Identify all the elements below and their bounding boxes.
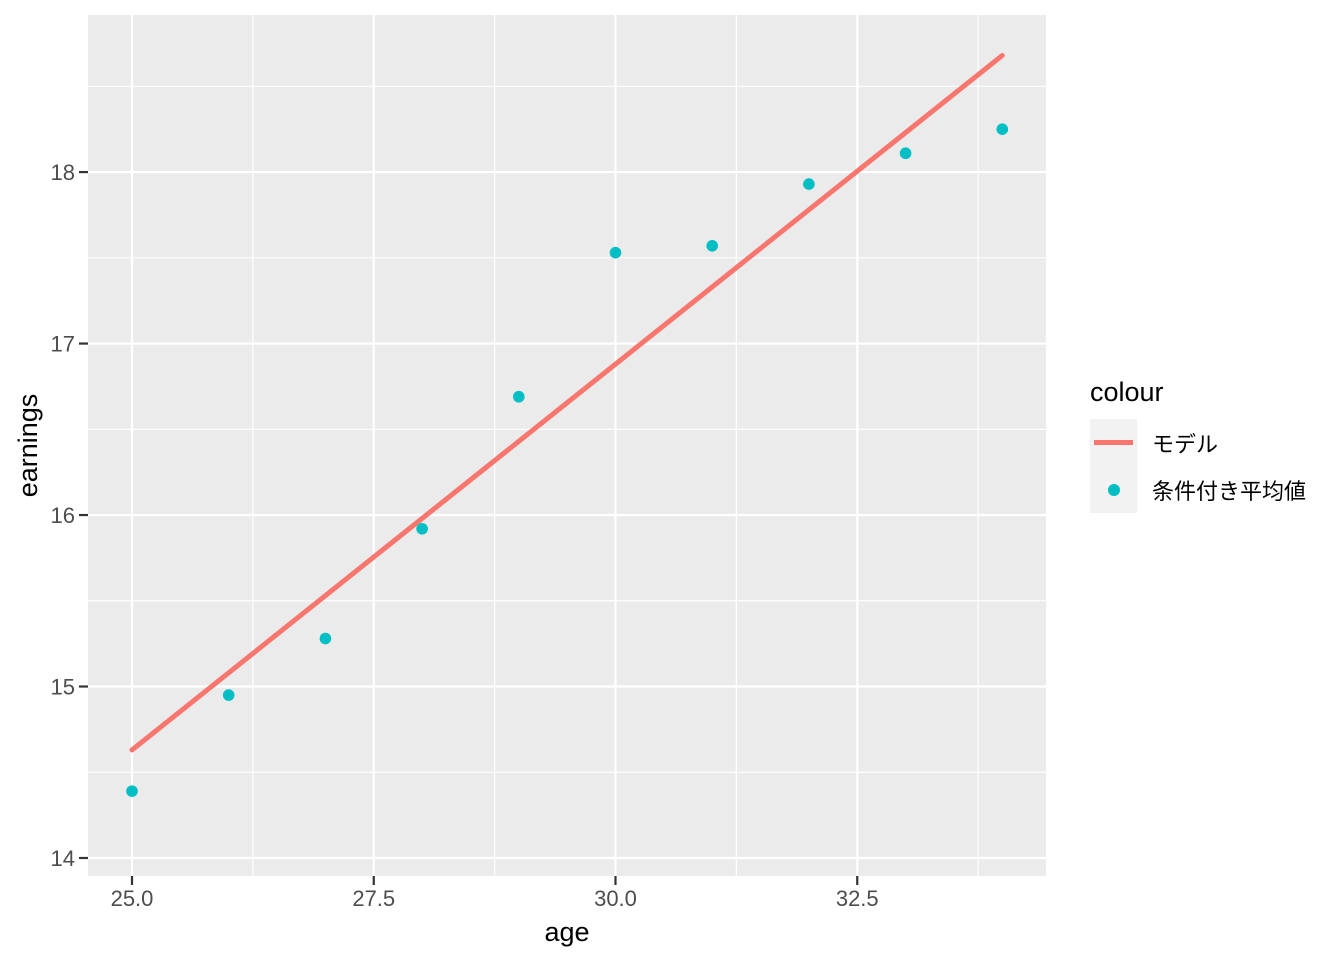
legend-entry-model: モデル (1090, 419, 1306, 466)
point-icon (1107, 483, 1120, 496)
data-point (996, 123, 1009, 136)
model-line-icon (1094, 440, 1133, 445)
data-point (899, 147, 912, 160)
x-axis-title: age (544, 917, 589, 947)
data-point (609, 246, 622, 259)
data-point (126, 785, 138, 797)
legend-title: colour (1090, 377, 1164, 407)
x-tick-label: 32.5 (836, 886, 879, 911)
data-point (319, 632, 332, 645)
y-tick-label: 18 (51, 160, 75, 185)
x-tick-label: 27.5 (352, 886, 395, 911)
data-point (512, 390, 525, 403)
legend-key-model (1090, 419, 1137, 466)
data-point (222, 689, 235, 701)
legend-key-conditional-mean (1090, 466, 1137, 513)
x-tick-label: 30.0 (594, 886, 637, 911)
legend-label-model: モデル (1152, 431, 1219, 457)
plot-panel (88, 15, 1046, 876)
regression-line (129, 52, 1005, 753)
y-axis-title: earnings (13, 394, 43, 498)
y-tick-label: 15 (51, 675, 75, 700)
legend-label-conditional-mean: 条件付き平均値 (1152, 478, 1307, 504)
y-tick-label: 14 (51, 846, 75, 871)
data-point (706, 240, 718, 252)
legend-entry-conditional-mean: 条件付き平均値 (1090, 466, 1306, 513)
legend: colour モデル 条件付き平均値 (1090, 376, 1306, 513)
y-tick-label: 16 (51, 503, 75, 528)
data-point (803, 178, 815, 190)
x-tick-label: 25.0 (111, 886, 154, 911)
y-tick-label: 17 (51, 332, 75, 357)
data-point (416, 522, 428, 535)
